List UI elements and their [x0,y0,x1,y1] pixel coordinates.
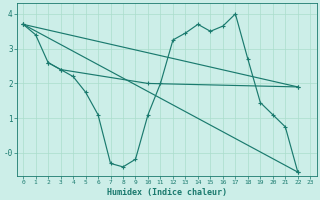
X-axis label: Humidex (Indice chaleur): Humidex (Indice chaleur) [107,188,227,197]
